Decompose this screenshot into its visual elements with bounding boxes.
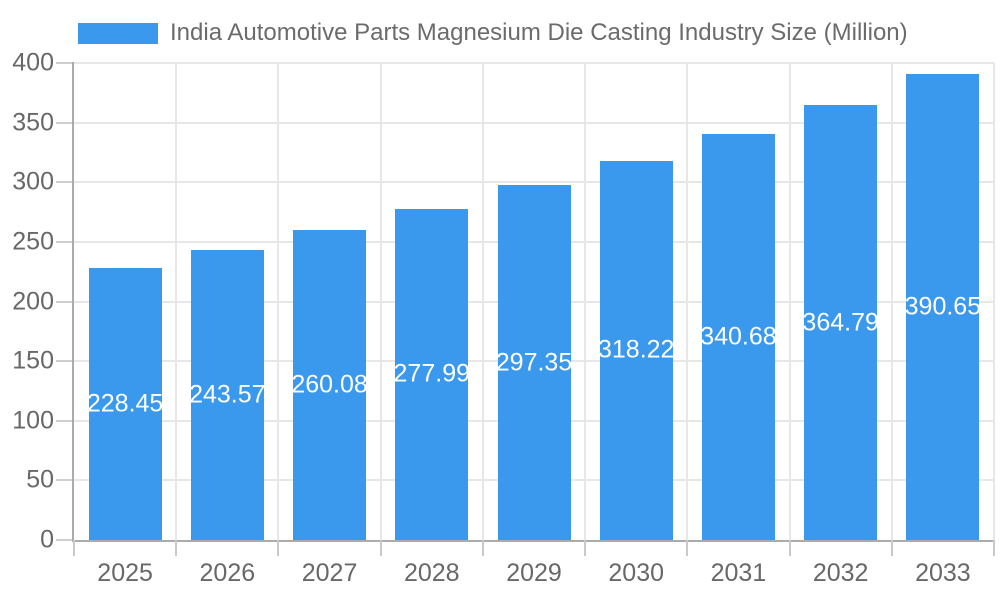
y-axis-line xyxy=(72,62,74,542)
x-axis-label: 2033 xyxy=(915,559,971,587)
bar[interactable]: 277.99 xyxy=(393,208,470,540)
x-axis-label: 2026 xyxy=(199,559,256,587)
x-gridline xyxy=(993,63,995,540)
y-axis-label: 0 xyxy=(40,525,54,554)
x-axis-label: 2027 xyxy=(301,559,358,587)
bar[interactable]: 260.08 xyxy=(291,229,368,540)
y-axis-tick xyxy=(56,121,72,124)
bar-value-label: 228.45 xyxy=(86,389,164,418)
x-gridline xyxy=(175,63,178,540)
y-axis-tick xyxy=(56,62,72,64)
bar-value-label: 318.22 xyxy=(597,335,675,364)
bar-value-label: 297.35 xyxy=(495,348,573,377)
x-axis-tick xyxy=(993,540,995,556)
x-axis-tick xyxy=(277,540,280,556)
y-axis-tick xyxy=(56,539,72,541)
bar-value-label: 390.65 xyxy=(904,292,982,321)
x-gridline xyxy=(481,63,484,540)
bar[interactable]: 390.65 xyxy=(904,74,982,540)
y-axis-tick xyxy=(56,181,72,184)
bar[interactable]: 228.45 xyxy=(86,267,164,540)
y-gridline xyxy=(74,62,994,64)
bar-value-label: 260.08 xyxy=(291,370,368,399)
x-gridline xyxy=(890,63,893,540)
x-gridline xyxy=(277,63,280,540)
x-axis-tick xyxy=(686,540,689,556)
plot-area: 0 50 100 150 200 250 300 350 400 228.45 2025 243.57… xyxy=(12,49,995,587)
x-axis-label: 2032 xyxy=(812,559,869,587)
y-axis-tick xyxy=(56,479,72,482)
y-axis-label: 350 xyxy=(12,108,54,137)
bar-value-label: 364.79 xyxy=(802,308,879,336)
y-axis-label: 300 xyxy=(12,167,54,196)
y-axis-label: 50 xyxy=(26,465,54,494)
y-axis-tick xyxy=(56,240,72,243)
x-axis-tick xyxy=(481,540,484,556)
x-axis-tick xyxy=(584,540,587,556)
x-gridline xyxy=(379,63,382,540)
legend-label: India Automotive Parts Magnesium Die Cas… xyxy=(170,19,908,46)
x-axis-label: 2029 xyxy=(506,559,562,587)
x-axis-label: 2031 xyxy=(710,559,767,587)
x-axis-tick xyxy=(73,540,75,556)
bar[interactable]: 297.35 xyxy=(495,185,573,540)
x-gridline xyxy=(584,63,587,540)
y-gridline xyxy=(74,181,994,184)
y-axis-tick xyxy=(56,419,72,422)
y-gridline xyxy=(74,121,994,124)
y-axis-label: 200 xyxy=(12,287,54,315)
x-axis-tick xyxy=(890,540,893,556)
y-axis-label: 150 xyxy=(12,346,54,375)
legend-swatch-icon xyxy=(78,22,158,44)
x-axis-tick xyxy=(379,540,382,556)
x-gridline xyxy=(788,63,791,540)
x-axis-tick xyxy=(175,540,178,556)
x-axis-label: 2028 xyxy=(403,559,460,587)
x-axis-tick xyxy=(788,540,791,556)
y-axis-label: 100 xyxy=(12,406,54,435)
bar-value-label: 340.68 xyxy=(700,322,777,351)
bar[interactable]: 318.22 xyxy=(597,160,675,540)
bar-value-label: 277.99 xyxy=(393,359,470,388)
x-gridline xyxy=(686,63,689,540)
x-axis-label: 2030 xyxy=(608,559,665,587)
bar[interactable]: 340.68 xyxy=(700,133,777,540)
y-axis-label: 250 xyxy=(12,227,54,256)
bar[interactable]: 364.79 xyxy=(802,105,879,540)
bar[interactable]: 243.57 xyxy=(189,249,266,540)
x-axis-label: 2025 xyxy=(97,559,153,587)
bar-value-label: 243.57 xyxy=(189,380,266,409)
y-axis-tick xyxy=(56,360,72,363)
legend-item[interactable]: India Automotive Parts Magnesium Die Cas… xyxy=(78,18,908,48)
x-axis-line xyxy=(72,540,994,542)
y-axis-label: 400 xyxy=(12,48,54,77)
y-axis-tick xyxy=(56,300,72,303)
